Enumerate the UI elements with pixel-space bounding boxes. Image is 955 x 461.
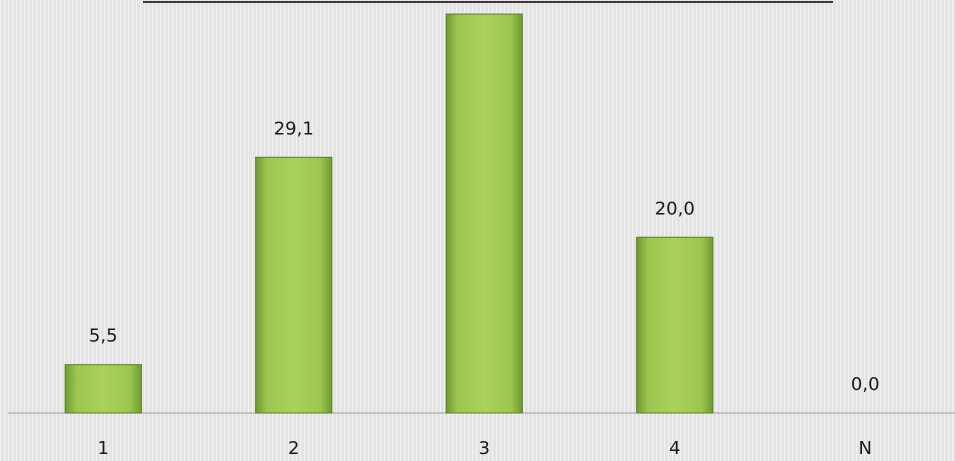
x-tick-label: 3 (479, 438, 490, 459)
data-label: 5,5 (89, 326, 118, 347)
bar (636, 236, 714, 414)
bar (255, 156, 333, 414)
bar (64, 364, 142, 414)
data-label: 29,1 (274, 118, 314, 139)
data-label: 0,0 (851, 374, 880, 395)
x-tick-label: 4 (669, 438, 680, 459)
x-tick-label: 1 (98, 438, 109, 459)
data-label: 20,0 (655, 198, 695, 219)
x-tick-label: N (859, 438, 872, 459)
bar (445, 13, 523, 414)
x-tick-label: 2 (288, 438, 299, 459)
